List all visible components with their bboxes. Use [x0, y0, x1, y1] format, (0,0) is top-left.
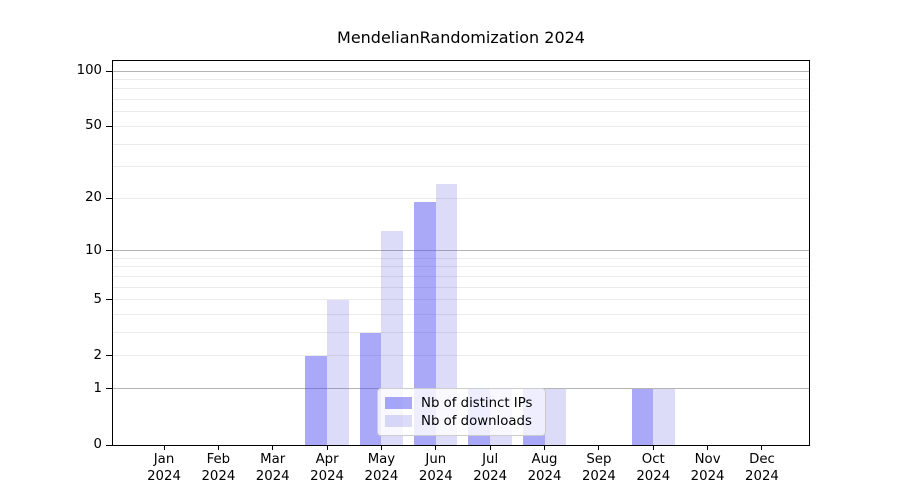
- x-tick-label: Dec 2024: [745, 452, 779, 484]
- x-tick-mark: [380, 446, 382, 450]
- y-tick-mark: [106, 299, 113, 301]
- minor-gridline: [113, 266, 809, 268]
- legend: Nb of distinct IPs Nb of downloads: [377, 388, 546, 436]
- minor-gridline: [113, 111, 809, 113]
- chart-title: MendelianRandomization 2024: [337, 28, 585, 47]
- x-tick-label: Jul 2024: [473, 452, 508, 484]
- x-tick-mark: [217, 446, 219, 450]
- bar-distinct-ips-may: [359, 332, 382, 445]
- x-tick-label: Aug 2024: [527, 452, 562, 484]
- bar-distinct-ips-apr: [305, 355, 328, 445]
- minor-gridline: [113, 332, 809, 334]
- bar-downloads-oct: [653, 388, 675, 445]
- y-tick-mark: [106, 197, 113, 199]
- minor-gridline: [113, 99, 809, 101]
- legend-label-downloads: Nb of downloads: [421, 413, 532, 429]
- x-tick-label: Sep 2024: [581, 452, 616, 484]
- y-tick-mark: [106, 70, 113, 72]
- y-tick-label: 5: [93, 291, 102, 307]
- minor-gridline: [113, 125, 809, 127]
- x-tick-label: Jan 2024: [147, 452, 181, 484]
- bar-distinct-ips-jun: [414, 202, 436, 445]
- major-gridline: [113, 70, 809, 72]
- y-tick-label: 2: [93, 347, 102, 363]
- bar-downloads-aug: [544, 388, 567, 445]
- x-tick-mark: [272, 446, 274, 450]
- plot-area: Nb of distinct IPs Nb of downloads: [112, 60, 810, 446]
- minor-gridline: [113, 275, 809, 277]
- x-tick-label: Apr 2024: [310, 452, 344, 484]
- major-gridline: [113, 250, 809, 252]
- x-tick-label: Jun 2024: [418, 452, 453, 484]
- y-tick-mark: [106, 125, 113, 127]
- y-tick-label: 10: [85, 242, 102, 258]
- bar-downloads-apr: [327, 299, 349, 445]
- minor-gridline: [113, 257, 809, 259]
- y-tick-mark: [106, 444, 113, 446]
- minor-gridline: [113, 88, 809, 90]
- x-tick-label: Feb 2024: [201, 452, 236, 484]
- y-tick-mark: [106, 355, 113, 357]
- y-tick-label: 100: [76, 63, 102, 78]
- minor-gridline: [113, 143, 809, 145]
- y-tick-mark: [106, 388, 113, 390]
- x-tick-label: Oct 2024: [636, 452, 671, 484]
- legend-item-downloads: Nb of downloads: [385, 413, 545, 429]
- y-tick-label: 0: [93, 437, 102, 452]
- minor-gridline: [113, 166, 809, 168]
- x-tick-mark: [544, 446, 546, 450]
- x-tick-label: Mar 2024: [255, 452, 290, 484]
- legend-label-distinct-ips: Nb of distinct IPs: [421, 395, 533, 411]
- legend-item-distinct-ips: Nb of distinct IPs: [385, 395, 545, 411]
- x-tick-mark: [598, 446, 600, 450]
- y-tick-label: 20: [85, 190, 102, 206]
- legend-swatch-downloads: [385, 415, 412, 427]
- x-tick-mark: [435, 446, 437, 450]
- x-tick-label: Nov 2024: [690, 452, 725, 484]
- minor-gridline: [113, 286, 809, 288]
- y-tick-mark: [106, 250, 113, 252]
- minor-gridline: [113, 197, 809, 199]
- x-tick-mark: [163, 446, 165, 450]
- y-tick-label: 1: [93, 380, 102, 396]
- minor-gridline: [113, 355, 809, 357]
- y-tick-label: 50: [85, 118, 102, 134]
- x-tick-mark: [326, 446, 328, 450]
- x-tick-mark: [707, 446, 709, 450]
- x-tick-mark: [761, 446, 763, 450]
- minor-gridline: [113, 299, 809, 301]
- legend-swatch-distinct-ips: [385, 397, 412, 409]
- minor-gridline: [113, 314, 809, 316]
- x-tick-label: May 2024: [364, 452, 399, 484]
- bar-distinct-ips-oct: [631, 388, 654, 445]
- x-tick-mark: [652, 446, 654, 450]
- x-tick-mark: [489, 446, 491, 450]
- bar-downloads-jun: [435, 184, 458, 445]
- minor-gridline: [113, 78, 809, 80]
